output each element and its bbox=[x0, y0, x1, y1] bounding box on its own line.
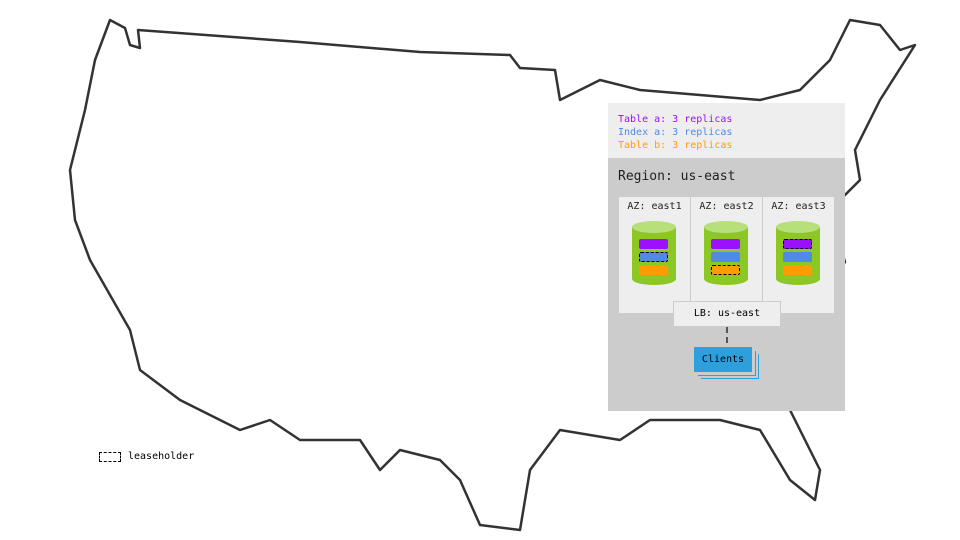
replica-legend: Table a: 3 replicas Index a: 3 replicas … bbox=[608, 103, 845, 158]
az-label: AZ: east3 bbox=[771, 201, 826, 212]
region-us-east: Region: us-east AZ: east1 AZ: east2 AZ: … bbox=[608, 158, 845, 411]
leaseholder-key-label: leaseholder bbox=[128, 451, 195, 462]
legend-index-a: Index a: 3 replicas bbox=[618, 127, 733, 138]
region-title: Region: us-east bbox=[618, 169, 736, 184]
legend-table-b: Table b: 3 replicas bbox=[618, 140, 733, 151]
load-balancer: LB: us-east bbox=[673, 301, 781, 327]
replica-table-b bbox=[639, 265, 668, 275]
replica-table-a-leaseholder bbox=[783, 239, 812, 249]
az-east3: AZ: east3 bbox=[763, 197, 834, 313]
az-label: AZ: east1 bbox=[627, 201, 682, 212]
database-icon bbox=[632, 221, 676, 285]
replica-table-a bbox=[639, 239, 668, 249]
replica-index-a bbox=[711, 252, 740, 262]
replica-index-a bbox=[783, 252, 812, 262]
replica-table-b bbox=[783, 265, 812, 275]
legend-table-a: Table a: 3 replicas bbox=[618, 114, 733, 125]
replica-index-a-leaseholder bbox=[639, 252, 668, 262]
database-icon bbox=[776, 221, 820, 285]
clients-box: Clients bbox=[694, 347, 752, 372]
replica-table-b-leaseholder bbox=[711, 265, 740, 275]
leaseholder-key-icon bbox=[99, 452, 121, 462]
az-east1: AZ: east1 bbox=[619, 197, 691, 313]
database-icon bbox=[704, 221, 748, 285]
az-east2: AZ: east2 bbox=[691, 197, 763, 313]
az-label: AZ: east2 bbox=[699, 201, 754, 212]
replica-table-a bbox=[711, 239, 740, 249]
